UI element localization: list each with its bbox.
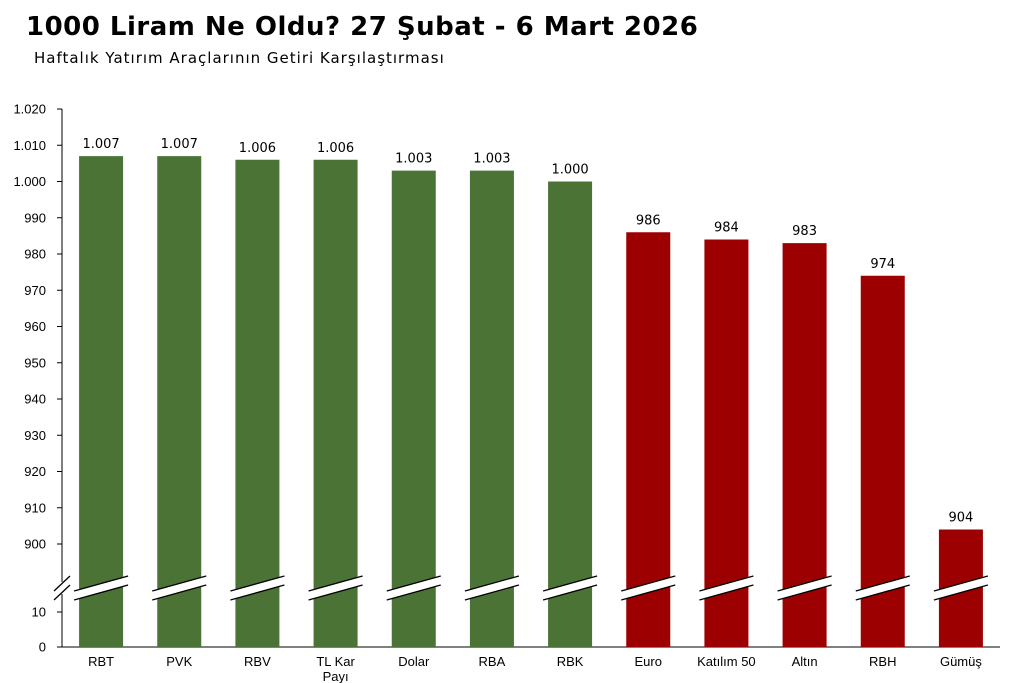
bar	[313, 159, 358, 647]
y-tick-label: 900	[24, 537, 46, 552]
y-tick-label: 930	[24, 428, 46, 443]
y-tick-label: 10	[32, 605, 46, 620]
bar-axis-break-gap	[543, 576, 598, 600]
y-tick-label: 980	[24, 247, 46, 262]
data-label: 1.007	[82, 137, 119, 152]
bar-axis-break-gap	[933, 576, 988, 600]
x-tick-label: PVK	[166, 654, 192, 669]
bar-axis-break-line-top	[73, 575, 129, 592]
y-tick-label: 970	[24, 283, 46, 298]
x-tick-label: Altın	[792, 654, 818, 669]
bar-axis-break-line-top	[308, 575, 363, 592]
bar-axis-break-line-top	[464, 575, 520, 592]
bar-axis-break-gap	[308, 576, 363, 600]
data-label: 1.006	[317, 141, 354, 156]
y-tick-label: 990	[24, 210, 46, 225]
bar-axis-break-line-bottom	[699, 584, 754, 601]
bar-axis-break-line-bottom	[73, 584, 129, 601]
x-tick-label: RBH	[869, 654, 896, 669]
data-label: 1.006	[239, 141, 276, 156]
bar-axis-break-gap	[152, 576, 207, 600]
bar-axis-break-line-bottom	[230, 584, 285, 601]
bar-axis-break-line-top	[386, 575, 441, 592]
bar-axis-break-line-bottom	[152, 584, 207, 601]
x-tick-label: Euro	[635, 654, 662, 669]
bar-axis-break-line-top	[621, 575, 676, 592]
data-label: 1.003	[395, 152, 432, 167]
x-tick-label: RBA	[479, 654, 506, 669]
bar	[469, 170, 514, 647]
y-tick-label: 950	[24, 355, 46, 370]
y-tick-label: 940	[24, 392, 46, 407]
x-tick-label: RBK	[557, 654, 584, 669]
y-tick-label: 920	[24, 464, 46, 479]
y-axis-break-line-top	[53, 575, 71, 592]
x-tick-label: RBV	[244, 654, 271, 669]
x-tick-label: TL Kar	[316, 654, 355, 669]
x-tick-label: RBT	[88, 654, 114, 669]
bar-axis-break-gap	[855, 576, 910, 600]
bar-axis-break-line-bottom	[777, 584, 832, 601]
bar-axis-break-line-bottom	[308, 584, 363, 601]
y-axis-break-gap	[54, 576, 70, 600]
bar	[157, 156, 202, 647]
bar-axis-break-line-bottom	[933, 584, 989, 601]
chart-subtitle: Haftalık Yatırım Araçlarının Getiri Karş…	[34, 49, 445, 67]
bar-axis-break-gap	[777, 576, 832, 600]
bar-axis-break-gap	[464, 576, 519, 600]
bar	[235, 159, 280, 647]
bar-axis-break-gap	[386, 576, 441, 600]
bar	[79, 156, 124, 647]
data-label: 1.003	[473, 152, 510, 167]
x-tick-label: Katılım 50	[697, 654, 756, 669]
x-tick-label: Payı	[323, 669, 349, 683]
bar-axis-break-line-top	[699, 575, 754, 592]
data-label: 904	[949, 511, 974, 526]
bar	[391, 170, 436, 647]
bar-axis-break-line-top	[542, 575, 598, 592]
x-tick-label: Dolar	[398, 654, 430, 669]
bar-axis-break-gap	[699, 576, 754, 600]
bar-axis-break-line-top	[855, 575, 910, 592]
data-label: 986	[636, 213, 661, 228]
y-tick-label: 1.020	[13, 102, 46, 117]
bar	[548, 181, 593, 647]
chart-title: 1000 Liram Ne Oldu? 27 Şubat - 6 Mart 20…	[26, 12, 699, 42]
bar-axis-break-gap	[230, 576, 285, 600]
bar-axis-break-line-top	[230, 575, 285, 592]
y-tick-label: 0	[39, 640, 46, 655]
bar-axis-break-line-bottom	[386, 584, 441, 601]
y-tick-label: 910	[24, 500, 46, 515]
data-label: 1.007	[161, 137, 198, 152]
bar-axis-break-line-bottom	[855, 584, 910, 601]
data-label: 983	[792, 224, 817, 239]
bar-axis-break-line-top	[933, 575, 989, 592]
bar-axis-break-gap	[621, 576, 676, 600]
data-label: 974	[870, 257, 895, 272]
bar	[626, 232, 671, 647]
bar-axis-break-line-top	[152, 575, 207, 592]
bar-axis-break-line-bottom	[621, 584, 676, 601]
bar-axis-break-line-top	[777, 575, 832, 592]
data-label: 984	[714, 221, 739, 236]
y-axis-break-line-bottom	[53, 584, 71, 601]
y-tick-label: 1.010	[13, 138, 46, 153]
bar-axis-break-line-bottom	[464, 584, 520, 601]
bar-axis-break-line-bottom	[542, 584, 598, 601]
y-tick-label: 960	[24, 319, 46, 334]
x-tick-label: Gümüş	[940, 654, 982, 669]
y-tick-label: 1.000	[13, 174, 46, 189]
data-label: 1.000	[551, 163, 588, 178]
bar-axis-break-gap	[74, 576, 129, 600]
